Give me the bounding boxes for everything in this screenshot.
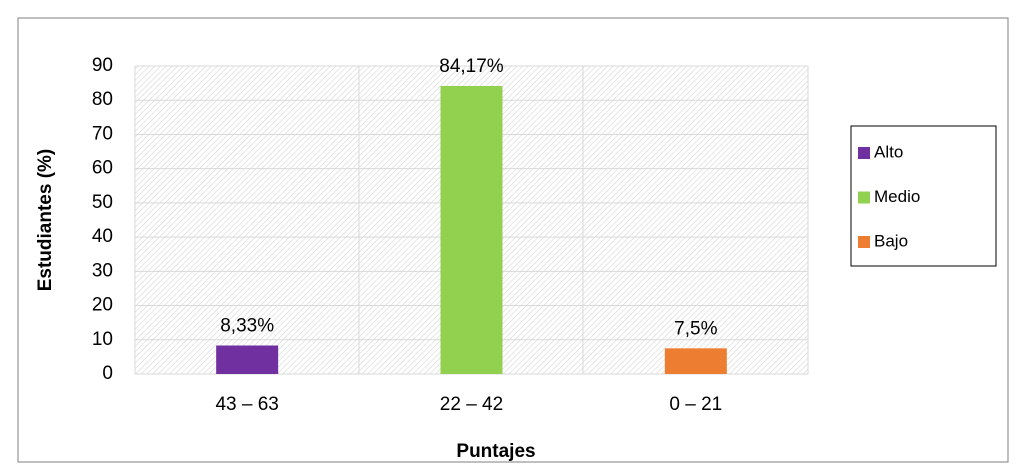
data-label: 7,5% xyxy=(674,318,717,339)
bar xyxy=(216,345,279,374)
y-tick-label: 90 xyxy=(92,55,113,76)
legend-swatch xyxy=(858,147,870,159)
data-label: 84,17% xyxy=(439,56,504,77)
legend-box xyxy=(850,125,997,267)
y-tick-label: 70 xyxy=(92,123,113,144)
y-tick-label: 30 xyxy=(92,260,113,281)
y-axis-title: Estudiantes (%) xyxy=(35,149,56,292)
x-tick-label: 0 – 21 xyxy=(669,394,722,415)
legend-swatch xyxy=(858,191,870,204)
legend-label: Alto xyxy=(874,142,903,161)
x-tick-label: 43 – 63 xyxy=(215,394,278,415)
bar xyxy=(664,348,727,374)
y-tick-label: 60 xyxy=(92,158,113,179)
bar xyxy=(440,85,503,375)
y-tick-label: 0 xyxy=(102,363,113,384)
legend-label: Bajo xyxy=(874,231,908,250)
y-tick-label: 50 xyxy=(92,192,113,213)
y-tick-label: 80 xyxy=(92,89,113,110)
data-label: 8,33% xyxy=(220,316,274,337)
x-axis-title: Puntajes xyxy=(456,441,535,462)
x-tick-label: 22 – 42 xyxy=(440,394,503,415)
legend-label: Medio xyxy=(874,187,920,206)
y-tick-label: 10 xyxy=(92,329,113,350)
y-tick-label: 40 xyxy=(92,226,113,247)
legend-swatch xyxy=(858,236,870,248)
y-tick-label: 20 xyxy=(92,295,113,316)
